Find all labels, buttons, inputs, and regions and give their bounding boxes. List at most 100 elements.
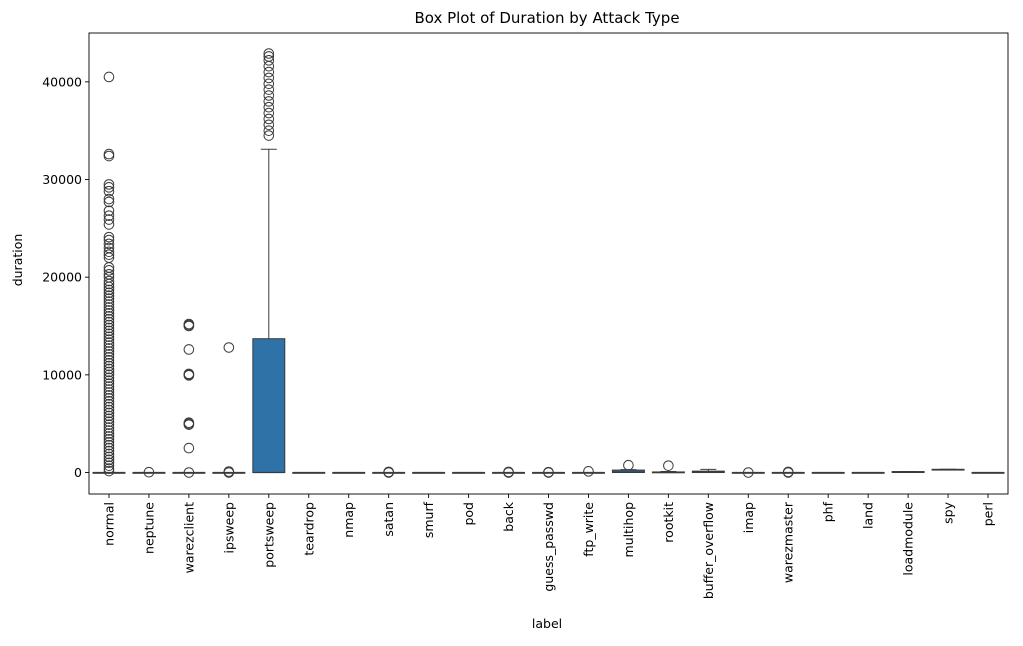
- x-tick-label: pod: [461, 502, 476, 526]
- outlier-point: [103, 340, 115, 351]
- outlier-point: [103, 416, 115, 428]
- x-tick-label: ftp_write: [581, 502, 596, 557]
- outlier-point: [263, 48, 275, 59]
- outlier-point: [103, 214, 115, 225]
- outlier-point: [103, 434, 115, 445]
- outlier-point: [103, 395, 115, 407]
- y-tick-label: 20000: [42, 270, 82, 285]
- outlier-point: [103, 337, 115, 348]
- outlier-point: [103, 284, 115, 296]
- outlier-point: [103, 369, 115, 381]
- outlier-point: [103, 419, 115, 430]
- outlier-point: [103, 296, 115, 307]
- x-tick-label: satan: [381, 502, 396, 537]
- outlier-point: [103, 265, 115, 276]
- outlier-point: [103, 249, 115, 261]
- outlier-point: [103, 148, 115, 160]
- outlier-point: [263, 51, 275, 62]
- outlier-point: [103, 308, 115, 319]
- outlier-point: [223, 467, 235, 478]
- outlier-point: [103, 392, 115, 404]
- outlier-point: [263, 90, 275, 101]
- outlier-point: [623, 459, 634, 471]
- outlier-point: [263, 125, 275, 136]
- y-tick-label: 10000: [42, 367, 82, 382]
- outlier-point: [183, 467, 195, 478]
- outlier-point: [103, 360, 115, 372]
- outlier-point: [103, 325, 115, 337]
- y-axis-label: duration: [10, 234, 25, 287]
- outlier-point: [103, 448, 115, 460]
- outlier-point: [103, 398, 115, 410]
- outlier-point: [583, 466, 594, 477]
- outlier-point: [103, 185, 115, 197]
- x-tick-label: multihop: [621, 502, 636, 558]
- outlier-point: [103, 322, 115, 334]
- outlier-point: [263, 113, 275, 125]
- outlier-point: [103, 346, 115, 357]
- y-tick-label: 40000: [42, 74, 82, 89]
- outlier-point: [103, 299, 115, 310]
- plot-area: 0 10000 20000 30000 40000 normal neptune warezc…: [42, 32, 1009, 599]
- outlier-point: [103, 401, 115, 413]
- x-tick-label: rootkit: [661, 502, 676, 543]
- outlier-point: [183, 344, 195, 355]
- x-tick-label: land: [861, 502, 876, 529]
- outlier-point: [143, 466, 155, 478]
- outlier-point: [103, 278, 115, 290]
- outlier-point: [263, 84, 275, 95]
- outlier-point: [263, 101, 275, 113]
- x-tick-label: teardrop: [301, 502, 316, 556]
- outlier-point: [103, 234, 115, 246]
- outlier-point: [103, 71, 115, 83]
- outlier-point: [103, 445, 115, 457]
- outlier-point: [103, 246, 115, 258]
- outlier-point: [223, 342, 235, 353]
- x-tick-label: neptune: [141, 502, 156, 554]
- outlier-point: [103, 196, 115, 208]
- outlier-point: [103, 205, 115, 217]
- outlier-point: [103, 150, 115, 162]
- outlier-point: [103, 310, 115, 322]
- outlier-point: [103, 465, 115, 477]
- x-tick-label: perl: [981, 502, 996, 526]
- x-tick-label: normal: [101, 502, 116, 546]
- outlier-point: [103, 363, 115, 375]
- outlier-point: [103, 193, 115, 205]
- chart-title: Box Plot of Duration by Attack Type: [414, 9, 679, 27]
- outlier-point: [103, 179, 115, 190]
- x-tick-label: warezclient: [181, 502, 196, 573]
- outlier-point: [103, 404, 115, 416]
- outlier-point: [103, 328, 115, 340]
- outlier-point: [103, 378, 115, 389]
- outlier-point: [103, 351, 115, 363]
- outlier-point: [103, 384, 115, 395]
- x-tick-label: imap: [741, 502, 756, 533]
- outlier-point: [103, 413, 115, 425]
- x-tick-label: back: [501, 501, 516, 531]
- outlier-point: [103, 372, 115, 384]
- outlier-point: [103, 451, 115, 463]
- outlier-point: [103, 275, 115, 287]
- x-tick-label: phf: [821, 501, 836, 522]
- outlier-point: [103, 375, 115, 387]
- outlier-point: [103, 281, 115, 293]
- outlier-point: [103, 366, 115, 378]
- outlier-point: [103, 302, 115, 313]
- outlier-point: [543, 467, 554, 478]
- x-tick-label: smurf: [421, 501, 436, 538]
- outlier-point: [103, 460, 115, 471]
- x-tick-label: nmap: [341, 502, 356, 538]
- outlier-point: [263, 119, 275, 131]
- outlier-point: [103, 425, 115, 436]
- outlier-point: [103, 431, 115, 442]
- outlier-point: [103, 410, 115, 422]
- outlier-point: [742, 467, 754, 478]
- outlier-point: [263, 96, 275, 107]
- outlier-point: [103, 354, 115, 366]
- outlier-point: [103, 331, 115, 343]
- x-tick-label: loadmodule: [901, 502, 916, 576]
- outlier-point: [103, 422, 115, 433]
